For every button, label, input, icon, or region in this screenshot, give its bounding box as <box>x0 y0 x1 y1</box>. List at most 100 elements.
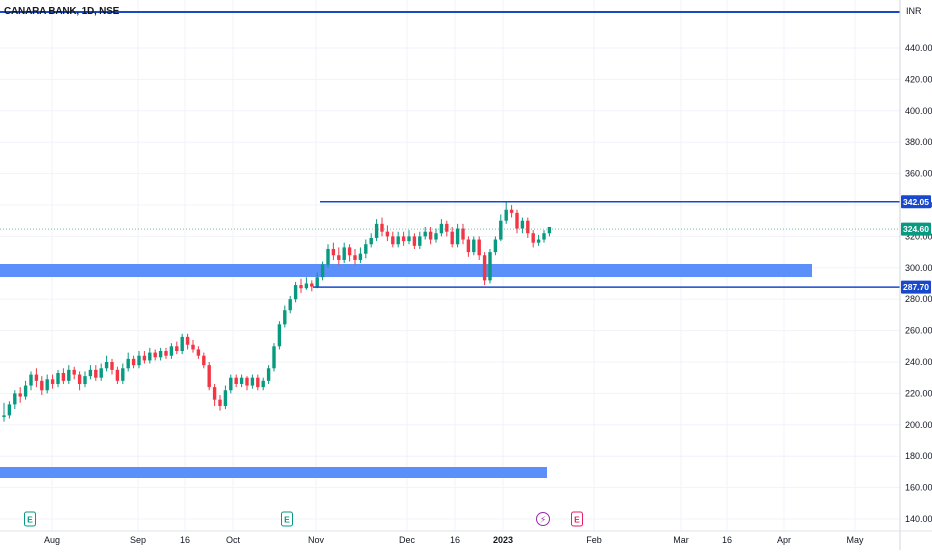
support-zone-upper[interactable] <box>0 264 812 277</box>
candle <box>450 226 454 248</box>
candle <box>288 296 292 314</box>
time-tick-label: Dec <box>399 535 416 545</box>
svg-text:324.60: 324.60 <box>903 224 929 234</box>
candle <box>164 347 168 359</box>
candle <box>266 365 271 384</box>
candle <box>218 394 222 411</box>
price-tick-label: 440.00 <box>905 43 932 53</box>
svg-text:287.70: 287.70 <box>903 282 929 292</box>
resistance-price-tag: 342.05 <box>901 195 931 209</box>
candle <box>461 223 465 245</box>
candle <box>18 387 22 403</box>
candle <box>88 365 93 380</box>
candles-layer <box>2 201 552 422</box>
candle <box>353 248 357 265</box>
candle <box>493 236 498 256</box>
current-price-tag: 324.60 <box>901 222 931 236</box>
candle <box>358 247 363 264</box>
candle <box>40 376 44 395</box>
candle <box>104 355 109 372</box>
candle <box>466 236 471 257</box>
price-tick-label: 400.00 <box>905 106 932 116</box>
price-tick-label: 200.00 <box>905 420 932 430</box>
currency-label: INR <box>906 6 922 16</box>
candle <box>299 278 303 293</box>
candle <box>185 333 190 350</box>
candle <box>347 244 352 262</box>
lines-layer <box>0 11 900 288</box>
candle <box>34 368 39 388</box>
candle <box>477 236 481 260</box>
time-tick-label: 16 <box>450 535 460 545</box>
candle <box>428 226 433 245</box>
candle <box>45 374 49 394</box>
candle <box>121 363 125 384</box>
candle <box>293 281 298 303</box>
price-tick-label: 420.00 <box>905 74 932 84</box>
price-tick-label: 320.00 <box>905 231 932 241</box>
candle <box>337 247 341 265</box>
svg-text:E: E <box>27 515 33 525</box>
candle <box>326 244 330 268</box>
candle <box>320 261 325 281</box>
candle <box>153 349 157 361</box>
candle <box>126 352 130 372</box>
time-tick-label: Aug <box>44 535 60 545</box>
time-tick-label: Apr <box>777 535 791 545</box>
earnings-icon[interactable]: E <box>281 511 293 527</box>
candle <box>261 377 265 391</box>
candle <box>239 374 244 388</box>
candle <box>277 321 282 350</box>
time-tick-label: 16 <box>180 535 190 545</box>
candle <box>499 214 503 242</box>
candle <box>331 242 336 260</box>
candle <box>23 380 28 400</box>
candle <box>131 355 136 369</box>
candle <box>412 233 417 249</box>
candle <box>385 225 390 242</box>
candle <box>256 374 260 391</box>
candle <box>196 346 201 359</box>
candle <box>148 347 152 364</box>
candle <box>83 371 87 388</box>
candle <box>67 365 71 384</box>
price-tick-label: 360.00 <box>905 169 932 179</box>
support-zone-lower[interactable] <box>0 467 547 478</box>
candle <box>2 402 6 422</box>
candle <box>434 228 438 243</box>
price-tick-label: 160.00 <box>905 483 932 493</box>
time-tick-label: 2023 <box>493 535 513 545</box>
dividend-icon[interactable]: ⚡ <box>536 512 550 526</box>
price-tick-label: 140.00 <box>905 514 932 524</box>
candle <box>115 366 120 384</box>
symbol-title: CANARA BANK, 1D, NSE <box>4 6 120 17</box>
candle <box>202 352 206 369</box>
candle <box>407 230 411 245</box>
candle <box>472 236 476 256</box>
candle <box>310 280 314 292</box>
candle <box>7 401 12 419</box>
price-tick-label: 280.00 <box>905 294 932 304</box>
time-tick-label: Nov <box>308 535 325 545</box>
candle <box>396 231 400 248</box>
candle <box>283 305 287 328</box>
candle <box>110 358 114 375</box>
price-tick-label: 300.00 <box>905 263 932 273</box>
price-tick-label: 380.00 <box>905 137 932 147</box>
candle <box>401 231 406 246</box>
candle <box>250 374 255 389</box>
candle <box>531 230 535 248</box>
svg-text:E: E <box>284 515 290 525</box>
candle <box>180 333 184 355</box>
candle <box>142 351 147 364</box>
earnings-icon[interactable]: E <box>24 511 36 527</box>
earnings-icon[interactable]: E <box>571 511 583 527</box>
price-tick-label: 260.00 <box>905 326 932 336</box>
candle <box>72 366 76 380</box>
candle <box>245 376 249 391</box>
svg-text:E: E <box>574 515 580 525</box>
candle <box>515 209 519 234</box>
